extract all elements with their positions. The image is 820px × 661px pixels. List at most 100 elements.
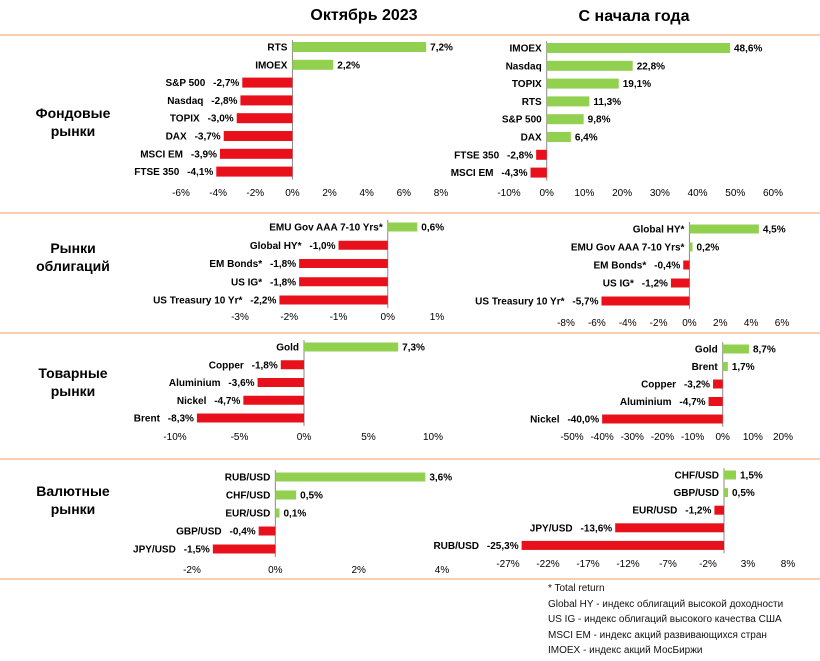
x-tick-label: -6% <box>588 318 606 329</box>
data-label: -4,1% <box>187 167 213 178</box>
x-tick-label: 10% <box>574 188 594 199</box>
data-label: -3,9% <box>191 149 217 160</box>
bar <box>279 295 388 305</box>
category-label: RTS <box>267 43 287 54</box>
bar-chart-panel: EMU Gov AAA 7-10 Yrs* 0,6% Global HY* -1,0%… <box>153 219 445 323</box>
section-title-line: Валютные <box>36 483 110 499</box>
bar-chart-panel: RUB/USD 3,6% CHF/USD 0,5% EUR/USD 0,1% GBP/USD… <box>133 470 452 576</box>
data-label: 0,5% <box>732 488 755 499</box>
bar <box>689 242 693 252</box>
bar <box>713 379 723 389</box>
data-label: 8,7% <box>753 345 776 356</box>
category-label: TOPIX <box>170 114 200 125</box>
category-label: RUB/USD <box>433 541 479 552</box>
category-label: DAX <box>521 133 542 144</box>
data-label: -1,8% <box>270 277 296 288</box>
category-label: EUR/USD <box>632 506 677 517</box>
x-tick-label: 6% <box>397 188 412 199</box>
data-label: 3,6% <box>429 473 452 484</box>
x-tick-label: -30% <box>621 432 644 443</box>
category-label: MSCI EM <box>140 149 183 160</box>
bar <box>714 505 724 515</box>
bar <box>275 490 297 500</box>
bar <box>670 278 690 288</box>
x-tick-label: -5% <box>231 432 249 443</box>
category-label: GBP/USD <box>673 488 719 499</box>
bar-chart-panel: Global HY* 4,5% EMU Gov AAA 7-10 Yrs* 0,2% E… <box>475 222 789 329</box>
x-tick-label: 0% <box>715 432 730 443</box>
data-label: -0,4% <box>654 261 680 272</box>
footnote-line: * Total return <box>548 583 605 594</box>
x-tick-label: 20% <box>612 188 632 199</box>
bar <box>546 43 731 53</box>
bar <box>683 260 690 270</box>
data-label: -2,8% <box>211 96 237 107</box>
x-tick-label: -2% <box>280 312 298 323</box>
x-tick-label: 8% <box>434 188 449 199</box>
x-tick-label: 2% <box>351 565 366 576</box>
x-tick-label: 0% <box>381 312 396 323</box>
data-label: -1,5% <box>184 545 210 556</box>
section-title-line: Товарные <box>38 365 107 381</box>
x-tick-label: -10% <box>163 432 186 443</box>
bar <box>601 296 690 306</box>
category-label: Global HY* <box>633 225 685 236</box>
data-label: 7,2% <box>430 43 453 54</box>
category-label: Nasdaq <box>167 96 203 107</box>
category-label: Copper <box>209 360 244 371</box>
category-label: EMU Gov AAA 7-10 Yrs* <box>269 223 383 234</box>
right-column-title: С начала года <box>579 8 690 25</box>
data-label: -4,7% <box>679 397 705 408</box>
data-label: -8,3% <box>168 414 194 425</box>
category-label: Nickel <box>177 396 207 407</box>
x-tick-label: 1% <box>430 312 445 323</box>
bar <box>236 113 293 124</box>
x-tick-label: 60% <box>763 188 783 199</box>
section-title-line: Рынки <box>50 240 95 256</box>
data-label: -1,0% <box>309 241 335 252</box>
x-tick-label: 4% <box>359 188 374 199</box>
bar <box>708 397 723 406</box>
bar <box>722 344 749 354</box>
category-label: TOPIX <box>512 79 542 90</box>
category-label: IMOEX <box>509 44 542 55</box>
bar <box>292 59 334 70</box>
x-tick-label: 5% <box>361 432 376 443</box>
data-label: -2,7% <box>213 78 239 89</box>
bar <box>257 378 304 387</box>
bar <box>338 240 388 250</box>
category-label: S&P 500 <box>502 115 542 126</box>
data-label: -2,8% <box>507 150 533 161</box>
category-label: CHF/USD <box>675 471 719 482</box>
bar <box>546 60 633 71</box>
x-tick-label: 0% <box>682 318 697 329</box>
bar <box>521 540 724 550</box>
data-label: -2,2% <box>250 296 276 307</box>
bar-chart-panel: Gold 7,3%Copper -1,8%Aluminium -3,6%Nickel -… <box>134 340 443 443</box>
section-title: Рынки облигаций <box>36 240 110 274</box>
x-tick-label: -7% <box>659 559 677 570</box>
category-label: US Treasury 10 Yr* <box>153 296 242 307</box>
bar <box>275 508 280 518</box>
data-label: -1,2% <box>685 506 711 517</box>
bar <box>722 362 728 371</box>
bar <box>546 114 584 125</box>
data-label: -3,0% <box>208 114 234 125</box>
data-label: -4,3% <box>501 168 527 179</box>
x-tick-label: 50% <box>725 188 745 199</box>
data-label: -40,0% <box>567 415 599 426</box>
chart-panels: RTS 7,2% IMOEX 2,2% S&P 500 -2,7% Nasdaq -2,8% T… <box>133 40 795 576</box>
category-label: Brent <box>134 414 161 425</box>
section-title: Фондовые рынки <box>36 105 111 139</box>
data-label: 22,8% <box>637 61 665 72</box>
category-label: JPY/USD <box>530 523 573 534</box>
data-label: -5,7% <box>572 297 598 308</box>
data-label: -4,7% <box>214 396 240 407</box>
x-tick-label: -17% <box>576 559 599 570</box>
bar <box>216 166 293 177</box>
x-tick-label: 0% <box>297 432 312 443</box>
x-tick-label: -2% <box>699 559 717 570</box>
x-tick-label: -40% <box>590 432 613 443</box>
category-label: Aluminium <box>620 397 672 408</box>
